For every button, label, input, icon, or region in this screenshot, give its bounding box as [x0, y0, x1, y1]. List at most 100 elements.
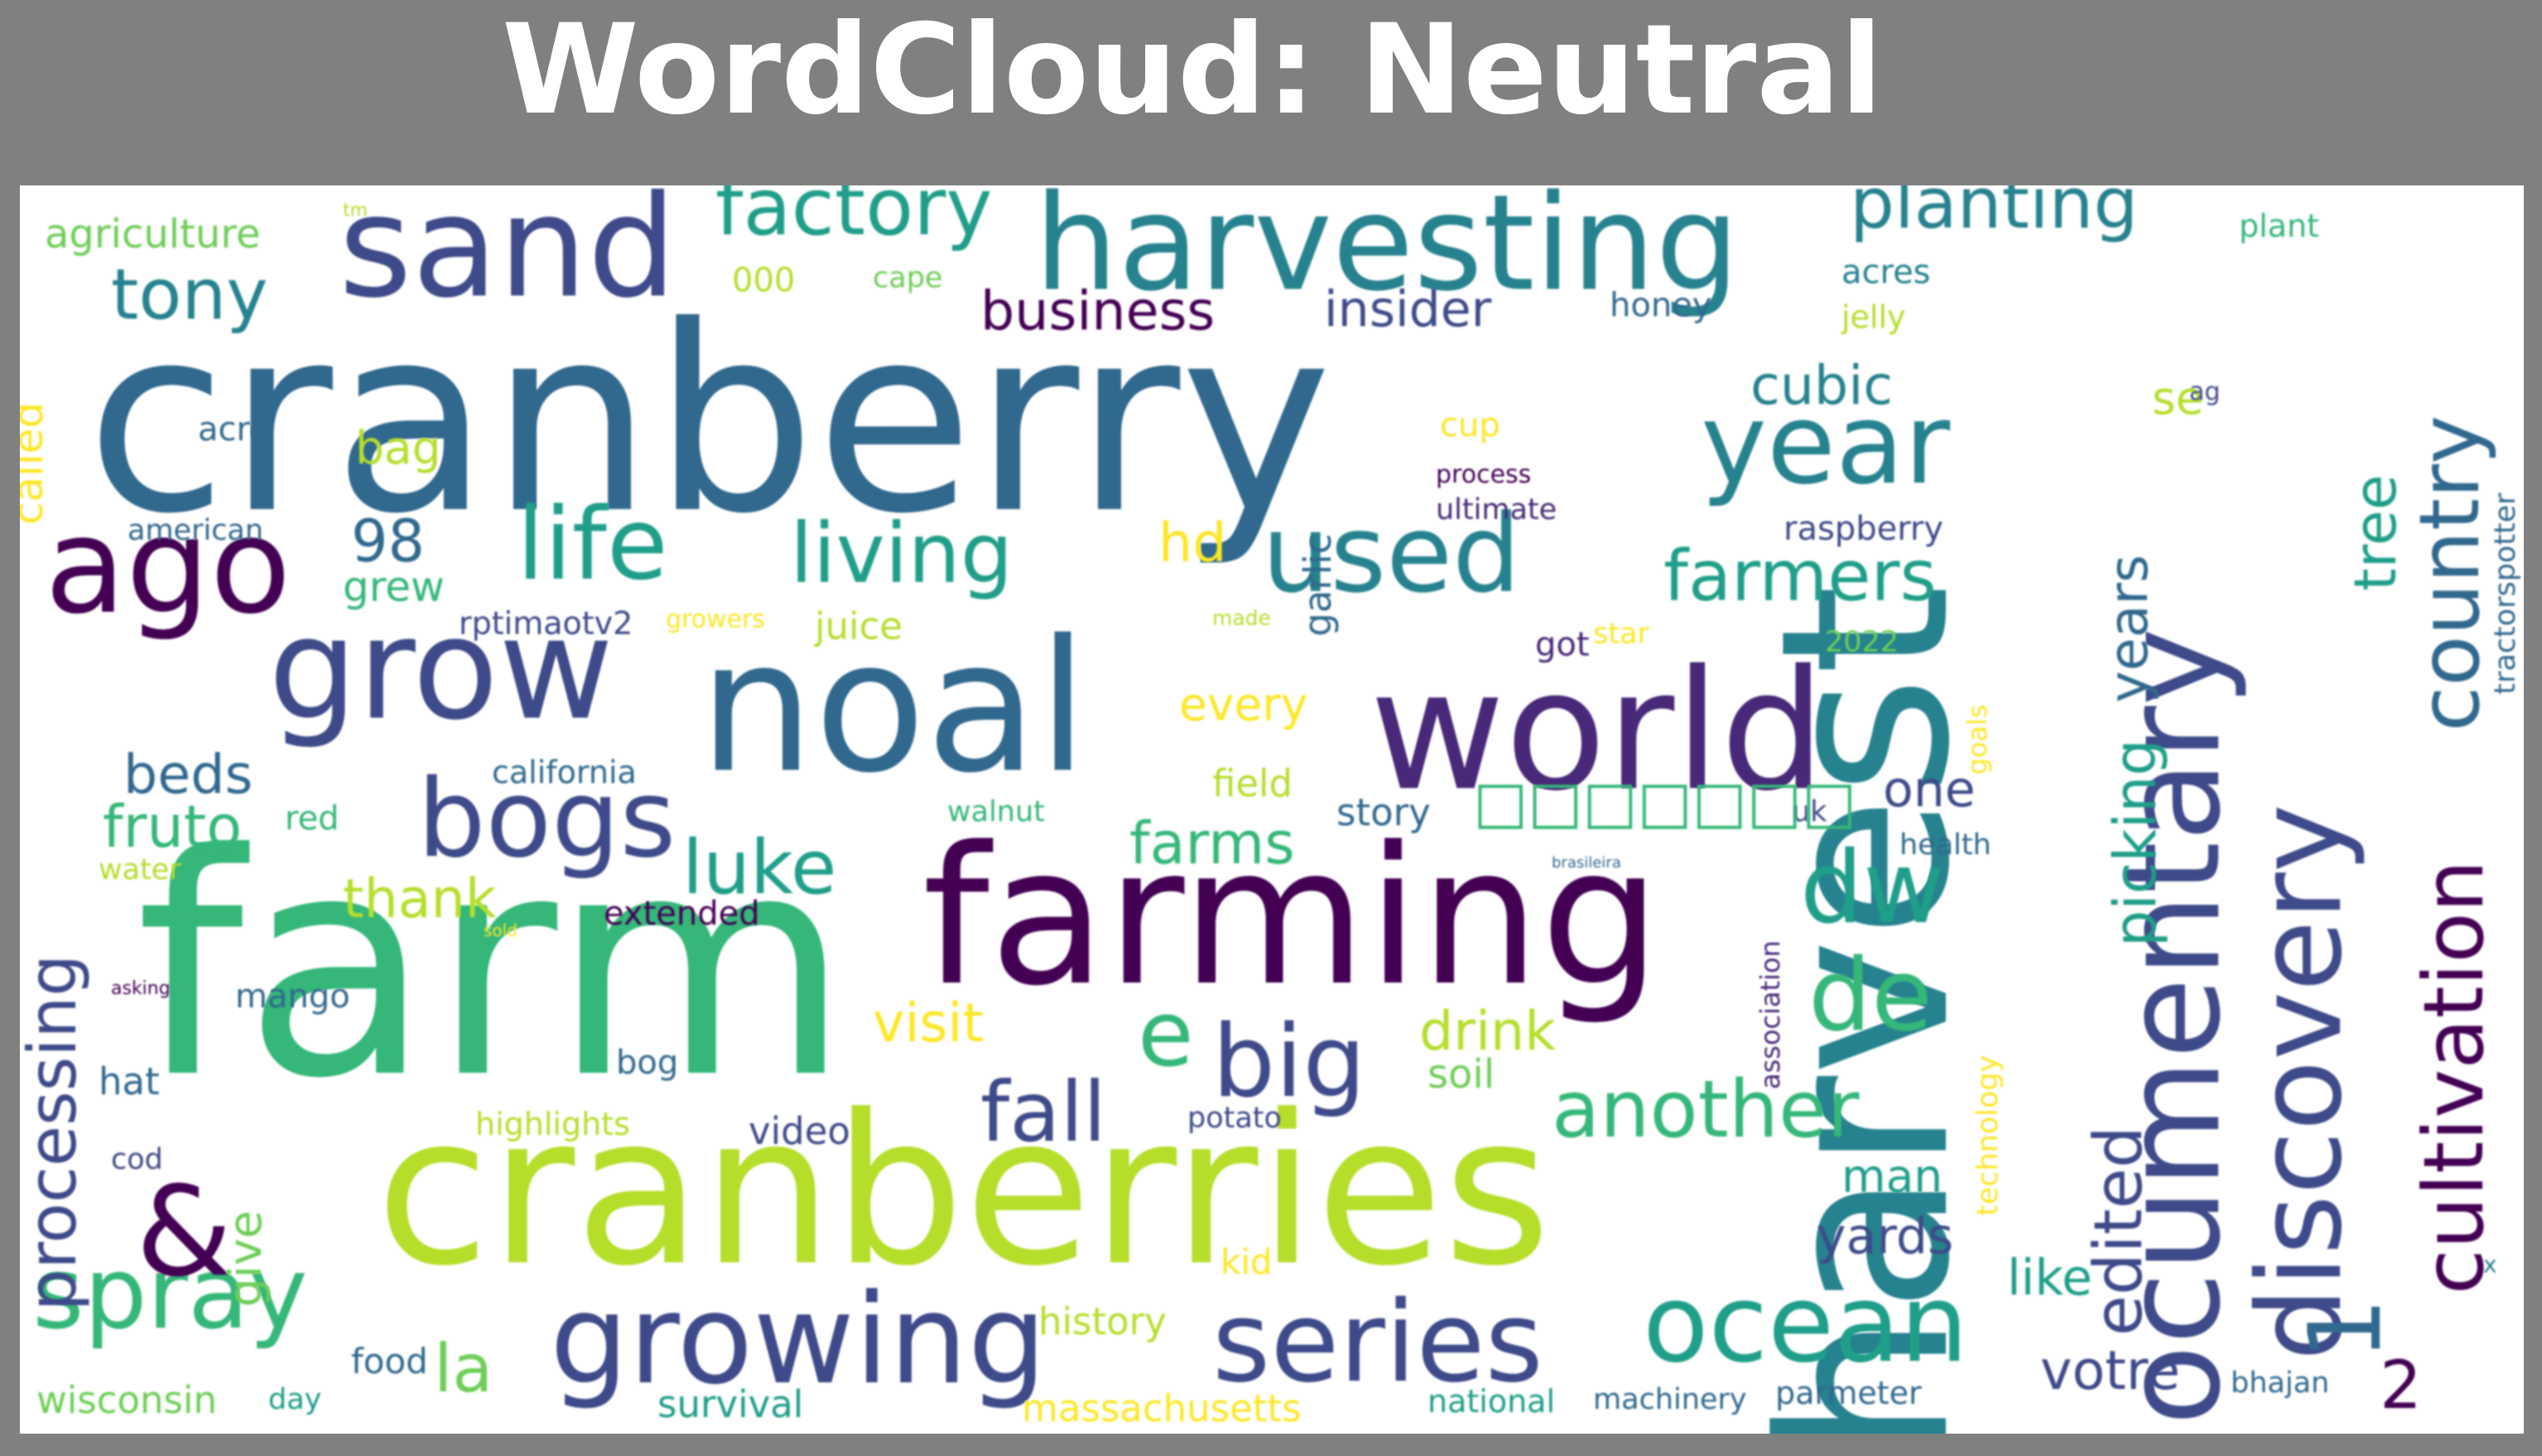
cloud-word: beds: [123, 744, 253, 806]
cloud-word: grew: [343, 563, 445, 611]
cloud-word: sold: [484, 920, 518, 940]
cloud-word: thank: [343, 868, 497, 930]
cloud-word-placeholder: □□□□□□□: [1473, 768, 1856, 836]
cloud-word: farming: [922, 807, 1662, 1028]
cloud-word: kid: [1220, 1242, 1273, 1282]
cloud-word: tm: [343, 200, 368, 221]
cloud-word: year: [1701, 379, 1951, 509]
cloud-word: uk: [1792, 795, 1827, 829]
cloud-word: edited: [2080, 1126, 2157, 1336]
page-title: WordCloud: Neutral: [502, 0, 1883, 142]
cloud-word: give: [219, 1210, 272, 1307]
cloud-word: spray: [32, 1237, 308, 1352]
cloud-word: votre: [2040, 1340, 2181, 1402]
cloud-word: national: [1427, 1383, 1556, 1420]
cloud-word: association: [1755, 940, 1786, 1089]
cloud-word: star: [1593, 617, 1649, 651]
cloud-word: picking: [2101, 738, 2169, 947]
cloud-word: luke: [682, 824, 837, 911]
cloud-word: day: [268, 1383, 322, 1416]
cloud-word: living: [790, 505, 1013, 602]
cloud-word: agriculture: [45, 211, 261, 257]
cloud-word: grow: [268, 588, 614, 752]
cloud-word: farms: [1129, 810, 1295, 877]
cloud-word: sand: [339, 185, 677, 329]
cloud-word: noal: [699, 601, 1088, 813]
cloud-word: food: [351, 1341, 428, 1382]
cloud-word: series: [1212, 1277, 1543, 1407]
cloud-word: bog: [616, 1044, 679, 1082]
cloud-word: x: [2483, 1251, 2497, 1278]
cloud-word: survival: [657, 1382, 804, 1426]
cloud-word: cranberries: [376, 1070, 1552, 1311]
cloud-word: used: [1262, 491, 1521, 617]
cloud-word: de: [1808, 939, 1933, 1054]
cloud-word: one: [1883, 761, 1976, 819]
cloud-word: soil: [1427, 1051, 1495, 1098]
cloud-word: acre: [198, 411, 270, 449]
cloud-word: farm: [136, 790, 851, 1146]
cloud-word: wisconsin: [36, 1378, 218, 1422]
cloud-word: every: [1179, 678, 1308, 731]
cloud-word: factory: [715, 185, 993, 253]
cloud-word: planting: [1850, 185, 2139, 245]
cloud-word: &: [136, 1160, 233, 1305]
cloud-word: called: [20, 401, 52, 525]
cloud-word: ag: [2189, 377, 2221, 406]
cloud-word: machinery: [1593, 1383, 1747, 1416]
cloud-word: harvesting: [1034, 185, 1740, 320]
cloud-word: discovery: [2233, 804, 2368, 1361]
cloud-word: history: [1038, 1300, 1167, 1343]
cloud-word: e: [1138, 981, 1194, 1087]
cloud-word: cape: [873, 262, 943, 295]
cloud-word: massachusetts: [1022, 1386, 1302, 1430]
cloud-word: cultivation: [2405, 859, 2502, 1295]
cloud-word: years: [2098, 555, 2160, 703]
cloud-word: farmers: [1663, 536, 1937, 617]
cloud-word: like: [2007, 1249, 2092, 1307]
cloud-word: extended: [604, 895, 760, 933]
cloud-word: story: [1336, 790, 1431, 834]
cloud-word: fall: [980, 1064, 1107, 1160]
cloud-word: la: [434, 1330, 493, 1407]
cloud-word: country: [2401, 415, 2498, 732]
cloud-word: acres: [1842, 253, 1931, 291]
cloud-word: california: [492, 754, 637, 790]
cloud-word: cubic: [1750, 355, 1893, 417]
cloud-word: big: [1212, 1005, 1366, 1120]
cloud-word: water: [99, 853, 181, 887]
cloud-word: potato: [1187, 1102, 1282, 1135]
cloud-word: honey: [1610, 286, 1712, 324]
cloud-word: plant: [2239, 208, 2319, 244]
cloud-word: bhajan: [2231, 1367, 2330, 1400]
cloud-word: raspberry: [1784, 510, 1944, 548]
cloud-word: drink: [1419, 1001, 1556, 1063]
cloud-word: goals: [1962, 704, 1993, 775]
cloud-word: world: [1370, 635, 1826, 828]
cloud-word: ago: [45, 488, 291, 643]
cloud-word: 2022: [1825, 626, 1899, 659]
cloud-word: processing: [20, 954, 91, 1311]
cloud-word: made: [1212, 606, 1271, 630]
cloud-word: dw: [1800, 831, 1945, 946]
cloud-word: 2: [2380, 1347, 2422, 1424]
cloud-word: another: [1552, 1064, 1860, 1156]
cloud-word: visit: [873, 992, 984, 1055]
cloud-word: business: [980, 281, 1216, 343]
word-cloud: cranberry farm harvest cranberries farming no…: [20, 185, 2524, 1434]
cloud-word: tree: [2342, 474, 2410, 591]
cloud-word: jelly: [1842, 299, 1906, 335]
cloud-word: growing: [550, 1268, 1047, 1412]
cloud-word: fruto: [103, 793, 243, 861]
cloud-word: tony: [111, 254, 268, 336]
cloud-word: bogs: [417, 756, 676, 882]
cloud-word: red: [285, 800, 339, 838]
cloud-word: american: [128, 514, 264, 547]
cloud-word: insider: [1324, 281, 1492, 339]
cloud-word: 98: [351, 507, 426, 575]
cloud-word: bag: [355, 421, 441, 474]
cloud-word: se: [2152, 372, 2204, 425]
cloud-word: mango: [235, 978, 350, 1016]
cloud-word: yards: [1817, 1208, 1954, 1266]
cloud-word: parmeter: [1775, 1375, 1922, 1411]
